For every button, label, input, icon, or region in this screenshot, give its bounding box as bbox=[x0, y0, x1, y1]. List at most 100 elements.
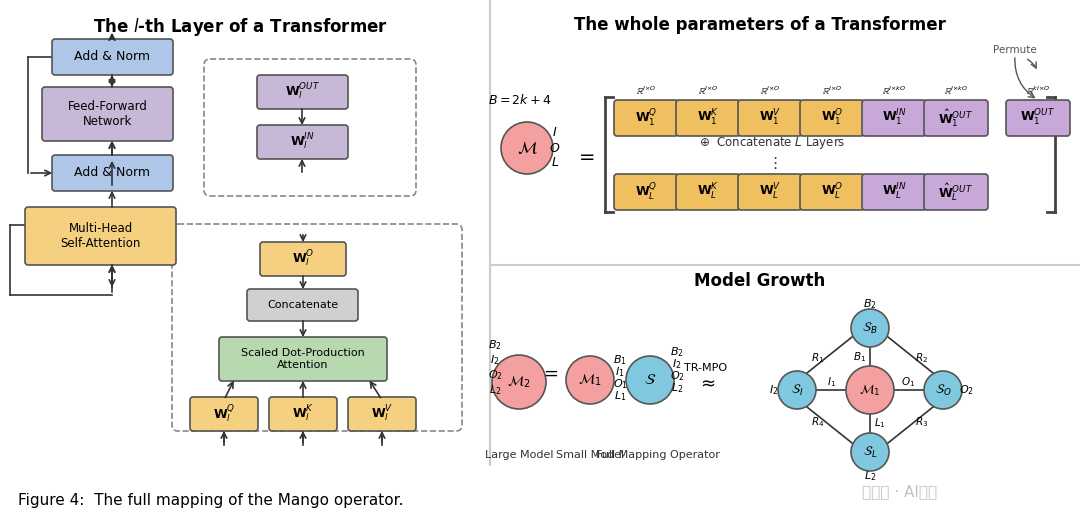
Text: The whole parameters of a Transformer: The whole parameters of a Transformer bbox=[575, 16, 946, 34]
Circle shape bbox=[924, 371, 962, 409]
Text: $\mathbb{R}^{I{\times}O}$: $\mathbb{R}^{I{\times}O}$ bbox=[822, 85, 842, 97]
Text: $\mathbf{W}_1^{O}$: $\mathbf{W}_1^{O}$ bbox=[821, 108, 843, 128]
Text: $\mathbf{W}_l^{Q}$: $\mathbf{W}_l^{Q}$ bbox=[213, 403, 235, 425]
FancyBboxPatch shape bbox=[676, 100, 740, 136]
Text: $B_2$: $B_2$ bbox=[863, 297, 877, 311]
Text: $B_2$: $B_2$ bbox=[670, 345, 684, 359]
Text: $=$: $=$ bbox=[575, 146, 595, 165]
Circle shape bbox=[626, 356, 674, 404]
Text: $I_2$: $I_2$ bbox=[490, 353, 500, 367]
Text: $\mathbb{R}^{I{\times}O}$: $\mathbb{R}^{I{\times}O}$ bbox=[636, 85, 657, 97]
Text: $O$: $O$ bbox=[550, 141, 561, 155]
Text: $\mathcal{S}$: $\mathcal{S}$ bbox=[644, 372, 657, 388]
Text: $I_1$: $I_1$ bbox=[616, 365, 624, 379]
Text: $\mathcal{S}_I$: $\mathcal{S}_I$ bbox=[791, 382, 804, 398]
Text: $\mathbb{R}^{I{\times}kO}$: $\mathbb{R}^{I{\times}kO}$ bbox=[944, 85, 968, 97]
FancyBboxPatch shape bbox=[348, 397, 416, 431]
Text: $O_1$: $O_1$ bbox=[901, 375, 915, 389]
Text: Scaled Dot-Production
Attention: Scaled Dot-Production Attention bbox=[241, 348, 365, 370]
Text: $\mathcal{S}_B$: $\mathcal{S}_B$ bbox=[862, 320, 878, 336]
FancyBboxPatch shape bbox=[247, 289, 357, 321]
Text: $O_2$: $O_2$ bbox=[959, 383, 973, 397]
Text: $L_2$: $L_2$ bbox=[489, 383, 501, 397]
Text: $R_4$: $R_4$ bbox=[811, 415, 825, 429]
FancyBboxPatch shape bbox=[738, 100, 802, 136]
Circle shape bbox=[851, 309, 889, 347]
Text: $\mathbf{W}_L^{K}$: $\mathbf{W}_L^{K}$ bbox=[697, 182, 719, 202]
Text: Figure 4:  The full mapping of the Mango operator.: Figure 4: The full mapping of the Mango … bbox=[18, 492, 404, 508]
Text: $\mathbf{W}_1^{K}$: $\mathbf{W}_1^{K}$ bbox=[697, 108, 719, 128]
FancyBboxPatch shape bbox=[862, 100, 926, 136]
Text: $\mathbf{W}_l^{OUT}$: $\mathbf{W}_l^{OUT}$ bbox=[285, 82, 320, 102]
Text: $I_2$: $I_2$ bbox=[769, 383, 779, 397]
Text: $\mathbb{R}^{I{\times}O}$: $\mathbb{R}^{I{\times}O}$ bbox=[759, 85, 781, 97]
FancyBboxPatch shape bbox=[676, 174, 740, 210]
Text: $\mathbf{W}_l^{V}$: $\mathbf{W}_l^{V}$ bbox=[370, 404, 393, 424]
FancyBboxPatch shape bbox=[25, 207, 176, 265]
Text: Feed-Forward
Network: Feed-Forward Network bbox=[68, 100, 148, 128]
Text: $\mathbf{W}_l^{O}$: $\mathbf{W}_l^{O}$ bbox=[292, 249, 314, 269]
Circle shape bbox=[851, 433, 889, 471]
Text: 公众号 · AI闲谈: 公众号 · AI闲谈 bbox=[863, 484, 937, 500]
Circle shape bbox=[778, 371, 816, 409]
FancyBboxPatch shape bbox=[219, 337, 387, 381]
Text: $I_1$: $I_1$ bbox=[827, 375, 837, 389]
FancyBboxPatch shape bbox=[615, 100, 678, 136]
Text: $B_2$: $B_2$ bbox=[488, 338, 502, 352]
Text: $O_2$: $O_2$ bbox=[487, 368, 502, 382]
Text: $\mathbf{W}_l^{IN}$: $\mathbf{W}_l^{IN}$ bbox=[291, 132, 315, 152]
Text: $R_1$: $R_1$ bbox=[811, 351, 825, 365]
FancyBboxPatch shape bbox=[257, 75, 348, 109]
Text: $\mathbf{W}_L^{IN}$: $\mathbf{W}_L^{IN}$ bbox=[881, 182, 906, 202]
Text: $\mathbb{R}^{kI{\times}O}$: $\mathbb{R}^{kI{\times}O}$ bbox=[1026, 85, 1050, 97]
FancyBboxPatch shape bbox=[269, 397, 337, 431]
FancyBboxPatch shape bbox=[924, 174, 988, 210]
FancyBboxPatch shape bbox=[800, 100, 864, 136]
Text: $L_2$: $L_2$ bbox=[864, 469, 876, 483]
Text: Concatenate: Concatenate bbox=[267, 300, 338, 310]
FancyBboxPatch shape bbox=[1005, 100, 1070, 136]
Text: Model Growth: Model Growth bbox=[694, 272, 825, 290]
FancyBboxPatch shape bbox=[862, 174, 926, 210]
Circle shape bbox=[501, 122, 553, 174]
Text: $O_2$: $O_2$ bbox=[670, 369, 685, 383]
Text: $B = 2k+4$: $B = 2k+4$ bbox=[488, 93, 552, 107]
Text: TR-MPO: TR-MPO bbox=[685, 363, 728, 373]
Text: $\mathbf{W}_L^{O}$: $\mathbf{W}_L^{O}$ bbox=[821, 182, 843, 202]
Text: Small Model: Small Model bbox=[556, 450, 624, 460]
Text: $\mathbf{W}_l^{K}$: $\mathbf{W}_l^{K}$ bbox=[292, 404, 314, 424]
Text: $\vdots$: $\vdots$ bbox=[767, 155, 778, 171]
Circle shape bbox=[566, 356, 615, 404]
Text: $\hat{\mathbf{W}}_L^{OUT}$: $\hat{\mathbf{W}}_L^{OUT}$ bbox=[939, 181, 973, 203]
Text: $\mathbf{W}_1^{IN}$: $\mathbf{W}_1^{IN}$ bbox=[881, 108, 906, 128]
Text: $R_2$: $R_2$ bbox=[916, 351, 929, 365]
Text: $I_2$: $I_2$ bbox=[672, 357, 681, 371]
FancyBboxPatch shape bbox=[615, 174, 678, 210]
FancyBboxPatch shape bbox=[257, 125, 348, 159]
Text: $\mathbf{W}_1^{Q}$: $\mathbf{W}_1^{Q}$ bbox=[635, 107, 658, 128]
Text: Add & Norm: Add & Norm bbox=[75, 167, 150, 179]
Text: $=$: $=$ bbox=[540, 364, 558, 382]
Text: $\mathbb{R}^{I{\times}kO}$: $\mathbb{R}^{I{\times}kO}$ bbox=[882, 85, 906, 97]
FancyBboxPatch shape bbox=[42, 87, 173, 141]
FancyBboxPatch shape bbox=[190, 397, 258, 431]
Text: $\mathcal{M}_1$: $\mathcal{M}_1$ bbox=[860, 382, 880, 398]
Text: Permute: Permute bbox=[994, 45, 1037, 55]
Text: $L_1$: $L_1$ bbox=[613, 389, 626, 403]
Text: $\mathcal{S}_O$: $\mathcal{S}_O$ bbox=[934, 382, 951, 398]
Text: $B_1$: $B_1$ bbox=[853, 350, 866, 364]
Text: Add & Norm: Add & Norm bbox=[75, 50, 150, 64]
FancyBboxPatch shape bbox=[800, 174, 864, 210]
Text: $B_1$: $B_1$ bbox=[613, 353, 626, 367]
Text: $O_1$: $O_1$ bbox=[612, 377, 627, 391]
Text: $L$: $L$ bbox=[551, 157, 559, 169]
Circle shape bbox=[846, 366, 894, 414]
Text: Large Model: Large Model bbox=[485, 450, 553, 460]
FancyBboxPatch shape bbox=[924, 100, 988, 136]
Text: $R_3$: $R_3$ bbox=[916, 415, 929, 429]
Text: $L_2$: $L_2$ bbox=[671, 381, 684, 395]
Text: $I$: $I$ bbox=[552, 126, 557, 139]
Text: $\mathbf{W}_L^{V}$: $\mathbf{W}_L^{V}$ bbox=[759, 182, 781, 202]
Text: $\mathcal{S}_L$: $\mathcal{S}_L$ bbox=[863, 444, 877, 460]
Text: $\mathcal{M}$: $\mathcal{M}$ bbox=[516, 139, 538, 157]
